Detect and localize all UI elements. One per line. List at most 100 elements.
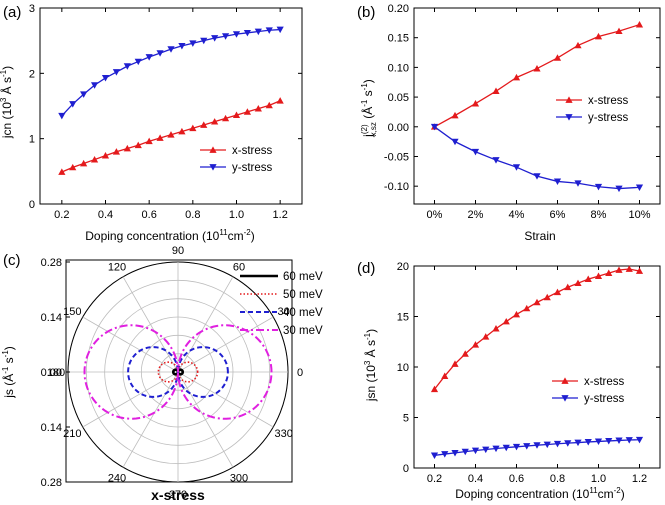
y-tick-label: 3 [29,3,35,15]
data-point [232,111,241,119]
data-point [90,82,99,89]
x-tick-label: 1.0 [229,209,244,221]
x-tick-label: 8% [591,209,607,221]
data-point [211,35,219,42]
data-point [492,157,500,164]
data-point [492,87,500,95]
x-tick-label: 1.2 [632,473,647,485]
series-line-y-stress [61,28,281,117]
data-point [635,436,644,444]
r-tick-label: 0.00 [41,367,62,379]
x-tick-label: 2% [468,209,484,221]
angle-label: 60 [233,261,245,273]
data-point [211,118,219,125]
angle-label: 180 [47,367,65,379]
data-point [605,438,613,445]
x-tick-label: 0.8 [550,473,565,485]
legend-entry: 30 meV [283,325,323,337]
panel-label-a: (a) [3,4,21,21]
y-tick-label: 15 [397,312,409,324]
panel-b-ylabel: j(2)x,sz (Å-1 s-1) [360,79,378,138]
data-point [461,448,469,456]
panel-label-d: (d) [357,260,375,277]
data-point [635,21,644,28]
data-point [543,441,551,449]
x-tick-label: 0.4 [468,473,483,485]
data-point [584,275,592,283]
data-point [574,41,582,49]
y-tick-label: 2 [29,68,35,80]
panel-d-chart: 0.2 0.4 0.6 0.8 1.0 1.2 0 5 10 15 20 x-stress y-stre… [397,261,661,485]
angle-label: 210 [63,428,81,440]
y-tick-label: -0.05 [384,151,409,163]
data-point [134,141,142,149]
data-point [58,112,66,120]
panel-c-polar-chart: 0 30 60 90 120 150 180 210 240 270 300 330 0.28 0.14 0… [41,245,323,501]
r-tick-label: 0.28 [41,257,62,269]
data-point [112,69,121,76]
legend-entry: x-stress [588,95,629,107]
data-point [594,183,603,191]
panel-label-c: (c) [3,252,21,269]
data-point [101,152,110,159]
polar-series-50-meV [157,361,199,383]
plot-frame [413,265,661,469]
data-point [553,288,562,296]
angle-label: 150 [63,306,81,318]
x-tick-label: 0.2 [427,473,442,485]
y-tick-label: -0.10 [384,181,409,193]
legend-entry: x-stress [232,145,273,157]
data-point [441,372,449,379]
data-point [189,124,197,132]
data-point [221,114,230,122]
panel-a-ylabel: jcn (103 Å s-1) [0,66,14,139]
y-tick-label: 0.00 [388,122,409,134]
data-point [533,64,541,72]
panel-a-chart: 0.2 0.4 0.6 0.8 1.0 1.2 0 1 2 3 x-stress y-stress [29,3,303,221]
data-point [594,32,603,40]
y-tick-label: 0.10 [388,62,409,74]
legend-entry: y-stress [584,393,625,405]
y-tick-label: 20 [397,261,409,273]
panel-a-xlabel: Doping concentration (1011cm-2) [85,228,255,243]
data-point [533,173,541,180]
data-point [533,298,541,306]
data-point [254,105,262,112]
data-point [471,148,480,156]
data-point [441,451,449,458]
polar-spoke [82,316,179,373]
data-point [80,159,88,167]
angle-label: 240 [108,473,126,485]
data-point [482,446,490,454]
data-point [221,33,230,40]
data-point [451,360,459,367]
data-point [543,293,551,301]
polar-spoke [177,371,234,468]
polar-spoke [82,371,179,428]
data-point [615,27,623,35]
data-point [178,127,186,135]
data-point [178,43,186,50]
data-point [553,440,562,448]
angle-label: 330 [274,428,292,440]
y-tick-label: 10 [397,362,409,374]
panel-b-chart: 0% 2% 4% 6% 8% 10% 0.20 0.15 0.10 0.05 0.00 -0.05 -0… [384,3,661,221]
data-point [156,134,164,141]
data-point [635,184,644,191]
data-point [533,442,541,449]
x-tick-label: 1.2 [273,209,288,221]
y-tick-label: 0.20 [388,3,409,15]
data-point [254,28,262,36]
plot-frame [39,7,303,205]
angle-label: 30 [278,306,290,318]
legend-entry: x-stress [584,376,625,388]
legend-marker [209,146,217,153]
y-tick-label: 0 [29,199,35,211]
y-tick-label: 0.05 [388,92,409,104]
data-point [492,325,500,332]
data-point [156,50,164,57]
plot-frame [413,7,661,205]
panel-d-ylabel: jsn (103 Å s-1) [363,329,378,402]
r-tick-label: 0.14 [41,312,62,324]
r-tick-label: 0.14 [41,422,62,434]
